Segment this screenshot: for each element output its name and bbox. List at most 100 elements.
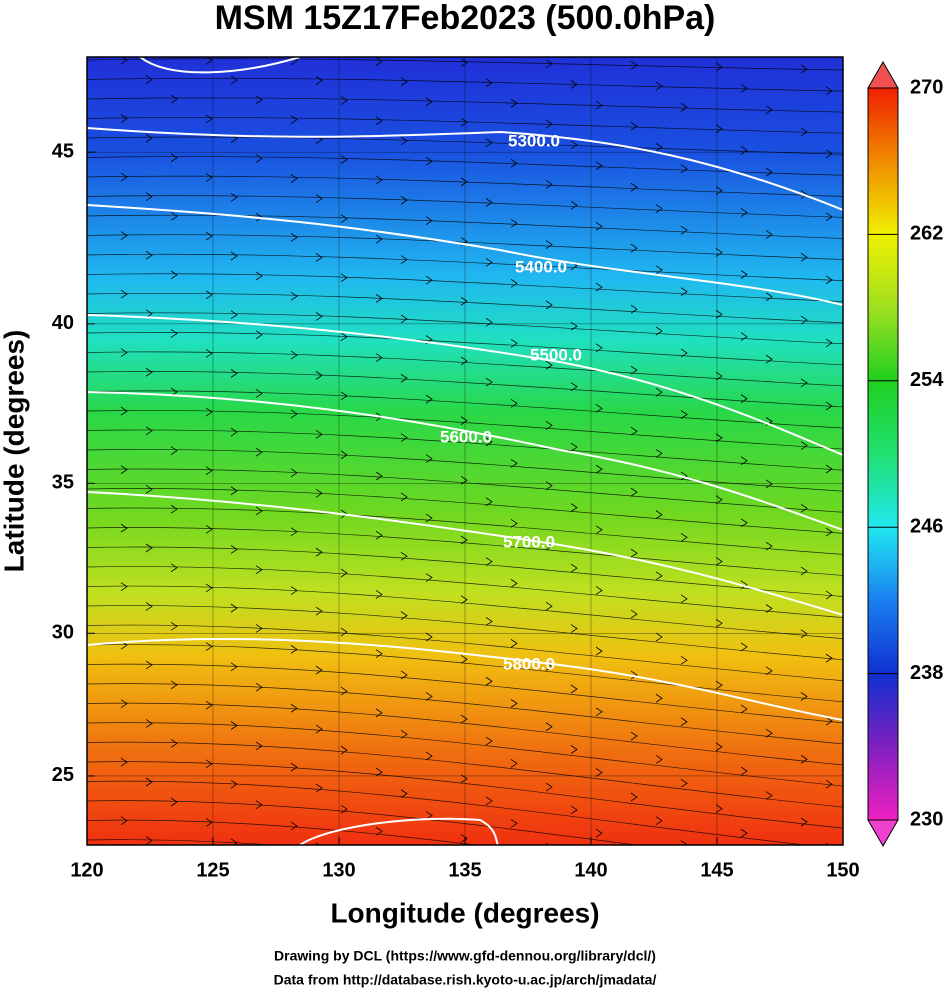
streamline-arrow	[290, 703, 298, 713]
streamline-arrow	[205, 290, 213, 300]
streamline-arrow	[485, 78, 493, 88]
streamline-arrow	[545, 782, 553, 792]
streamline	[87, 312, 843, 345]
streamline-arrow	[120, 816, 128, 826]
streamline-arrow	[340, 745, 348, 755]
streamline-arrow	[545, 179, 553, 189]
contour-label: 5300.0	[508, 131, 560, 150]
streamline-arrow	[460, 356, 468, 366]
streamline-arrow	[485, 437, 493, 447]
streamline-arrow	[570, 80, 578, 89]
streamline-arrow	[400, 136, 408, 146]
streamline-arrow	[630, 792, 638, 802]
streamline-arrow	[800, 503, 808, 513]
streamline	[87, 117, 843, 134]
streamline-arrow	[425, 513, 433, 523]
streamline-arrow	[595, 161, 603, 171]
streamline-arrow	[825, 401, 833, 411]
streamline-arrow	[255, 565, 263, 575]
streamline-arrow	[825, 779, 833, 789]
streamline-arrow	[545, 119, 553, 129]
streamline-arrow	[230, 75, 238, 85]
streamline-arrow	[510, 398, 518, 408]
contour	[299, 817, 499, 845]
x-tick-label: 135	[448, 859, 481, 881]
streamline-arrow	[205, 349, 213, 358]
streamline-arrow	[460, 595, 468, 605]
streamline-arrow	[170, 211, 178, 221]
streamline-arrow	[825, 275, 833, 285]
contour-label: 5400.0	[515, 257, 567, 276]
streamline-arrow	[340, 568, 348, 578]
streamline-arrow	[655, 816, 663, 826]
streamline-arrow	[170, 153, 178, 163]
streamline-arrow	[255, 95, 263, 105]
streamline	[87, 468, 843, 513]
streamline-arrow	[595, 586, 603, 595]
streamline-arrow	[145, 543, 153, 553]
colorbar-tick-label: 246	[910, 515, 943, 537]
streamline-arrow	[800, 315, 808, 325]
streamline-arrow	[485, 676, 493, 686]
streamline-arrow	[681, 902, 687, 910]
contour	[87, 391, 843, 531]
streamline-arrow	[230, 251, 238, 261]
streamline	[87, 819, 479, 845]
streamline-arrow	[570, 745, 578, 754]
contour	[87, 204, 843, 306]
streamline-arrow	[170, 563, 178, 573]
streamline-arrow	[570, 563, 578, 573]
streamline-arrow	[680, 471, 688, 481]
streamline-arrow	[680, 287, 688, 296]
streamline-arrow	[290, 821, 298, 831]
streamline-arrow	[655, 387, 663, 397]
streamline-arrow	[426, 871, 432, 879]
streamline-arrow	[145, 602, 153, 611]
streamline-arrow	[630, 670, 638, 680]
streamline-arrow	[255, 741, 263, 751]
streamline-arrow	[595, 525, 603, 535]
streamline-arrow	[715, 248, 723, 257]
streamline	[87, 566, 843, 618]
streamline-arrow	[826, 906, 832, 914]
contours	[87, 57, 843, 845]
streamline-arrow	[120, 406, 128, 416]
streamline-arrow	[205, 231, 213, 241]
streamline-arrow	[766, 916, 772, 924]
streamline-arrow	[510, 699, 518, 708]
streamline-arrow	[631, 854, 637, 862]
streamline-arrow	[401, 849, 407, 857]
streamline-arrow	[255, 624, 263, 633]
streamline-arrow	[230, 192, 238, 202]
streamline-arrow	[630, 609, 638, 619]
streamline-arrow	[570, 684, 578, 694]
streamline-arrow	[460, 117, 468, 127]
streamline-arrow	[290, 586, 298, 595]
streamline-arrow	[145, 192, 153, 201]
streamline-arrow	[170, 680, 178, 690]
streamline-arrow	[570, 140, 578, 150]
streamline-arrow	[510, 579, 518, 588]
streamline-arrow	[800, 441, 808, 450]
streamline-arrow	[400, 670, 408, 680]
streamline-arrow	[205, 407, 213, 417]
streamline-arrow	[510, 458, 518, 468]
streamline-arrow	[510, 158, 518, 168]
streamline-arrow	[145, 133, 153, 143]
grid	[87, 57, 843, 845]
streamline-arrow	[400, 433, 408, 442]
streamline-arrow	[741, 891, 747, 899]
y-tick-label: 35	[52, 472, 74, 494]
streamline-arrow	[400, 729, 408, 739]
streamline-arrow	[120, 523, 128, 533]
streamline-arrow	[765, 230, 773, 239]
streamline-arrow	[825, 86, 833, 96]
streamline-arrow	[715, 680, 723, 690]
streamline-arrow	[485, 377, 493, 387]
streamline-arrow	[485, 617, 493, 626]
streamline-arrow	[400, 314, 408, 324]
streamline-arrow	[145, 484, 153, 494]
streamline-arrow	[740, 83, 748, 93]
streamline-arrow	[630, 121, 638, 131]
streamline-arrow	[255, 212, 263, 222]
